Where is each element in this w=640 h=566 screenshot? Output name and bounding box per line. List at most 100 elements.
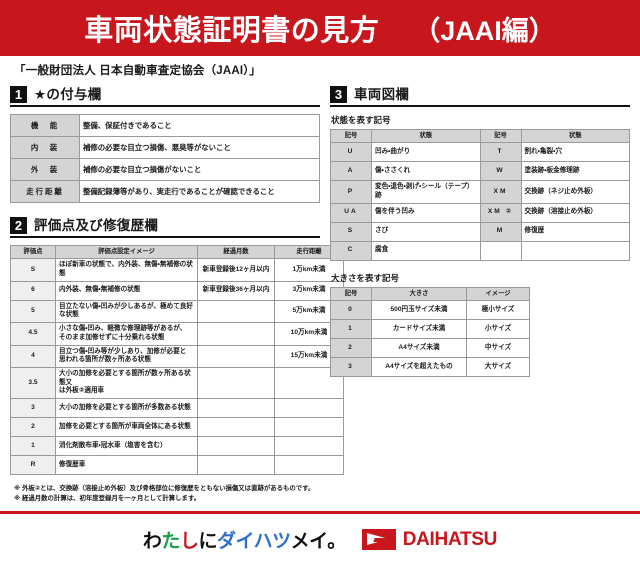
section-2-number: 2 — [10, 217, 27, 234]
rating-image: 大小の加修を必要とする箇所が多数ある状態 — [55, 398, 198, 419]
size-image: 中サイズ — [466, 338, 530, 358]
symbol-right: XM ② — [479, 202, 522, 223]
rating-image: 目立つ傷・凹み等が少しあり、加修が必要と 思われる箇所が数ヶ所ある状態 — [55, 344, 198, 368]
left-column: 1 ★の付与欄 機 能 整備、保証付きであること 内 装 補修の必要な目立つ損傷… — [10, 82, 344, 476]
rating-distance: 10万km未満 — [274, 322, 344, 346]
daihatsu-logo: DAIHATSU — [361, 528, 498, 551]
symbol-right — [479, 240, 522, 261]
brand-name: DAIHATSU — [402, 528, 498, 550]
rating-col-image: 評価点設定イメージ — [55, 244, 198, 260]
rating-image: 小さな傷・凹み、軽微な修理跡等があるが、 そのまま加修せずに十分乗れる状態 — [55, 322, 198, 346]
symbol-right: T — [479, 142, 522, 163]
rating-months: 新車登録後36ヶ月以内 — [197, 280, 275, 301]
brand-slogan: わたしにダイハツメイ。 — [143, 526, 346, 553]
symbol-left: U — [330, 142, 372, 163]
rating-image: 内外装、無傷・無補修の状態 — [55, 280, 198, 301]
page-title: 車両状態証明書の見方 — [84, 15, 380, 47]
rating-value: 3.5 — [10, 366, 56, 400]
star-row-value: 補修の必要な目立つ損傷がないこと — [79, 158, 320, 181]
slogan-part: に — [198, 531, 217, 553]
table-row: 内 装 補修の必要な目立つ損傷、悪臭等がないこと — [10, 136, 320, 159]
state-right: 修復歴 — [520, 221, 630, 242]
state-col-left: 状態 — [371, 128, 481, 144]
state-col-right: 状態 — [520, 128, 630, 144]
star-row-key: 内 装 — [10, 136, 80, 159]
section-1-heading: 1 ★の付与欄 — [10, 86, 320, 107]
table-row: 1 カードサイズ未満 小サイズ — [330, 319, 530, 339]
rating-value: R — [10, 455, 56, 476]
section-2-heading: 2 評価点及び修復歴欄 — [10, 217, 320, 238]
table-row: 4.5 小さな傷・凹み、軽微な修理跡等があるが、 そのまま加修せずに十分乗れる状… — [10, 322, 344, 346]
association-label: 「一般財団法人 日本自動車査定協会（JAAI）」 — [14, 65, 261, 77]
size-symbol: 0 — [330, 300, 372, 320]
size-image: 極小サイズ — [466, 300, 530, 320]
table-row: 3.5 大小の加修を必要とする箇所が数ヶ所ある状態又 は外板②適用車 — [10, 366, 344, 400]
rating-table: 評価点 評価点設定イメージ 経過月数 走行距離 S ほぼ新車の状態で、内外装、無… — [10, 244, 344, 476]
rating-value: 4.5 — [10, 322, 56, 346]
footnotes: ※ 外板②とは、交換跡（溶接止め外板）及び骨格部位に修復歴をともない損傷又は直跡… — [0, 475, 640, 505]
symbol-left: S — [330, 221, 372, 242]
table-row: 3 大小の加修を必要とする箇所が多数ある状態 — [10, 398, 344, 419]
section-3-title: 車両図欄 — [354, 87, 410, 103]
rating-image: 修復歴車 — [55, 455, 198, 476]
rating-value: 3 — [10, 398, 56, 419]
condition-symbols-subheading: 状態を表す記号 — [331, 115, 391, 125]
size-symbols-subheading: 大きさを表す記号 — [331, 272, 400, 283]
rating-distance — [274, 455, 344, 476]
state-left: 変色・退色・剥げ・シール（テープ）跡 — [371, 180, 481, 204]
table-row: 6 内外装、無傷・無補修の状態 新車登録後36ヶ月以内 3万km未満 — [10, 280, 344, 301]
size-image: 小サイズ — [466, 319, 530, 339]
size-symbol: 2 — [330, 338, 372, 358]
symbol-right: M — [479, 221, 522, 242]
rating-table-body: S ほぼ新車の状態で、内外装、無傷・無補修の状態 新車登録後12ヶ月以内 1万k… — [10, 258, 344, 476]
symbol-left: C — [330, 240, 372, 261]
table-row: 走行距離 整備記録簿等があり、実走行であることが確認できること — [10, 180, 320, 203]
state-left: 腐食 — [371, 240, 481, 261]
rating-col-rate: 評価点 — [10, 244, 56, 260]
rating-image: 目立たない傷・凹みが少しあるが、極めて良好な状態 — [55, 299, 198, 324]
size-symbols-head: 記号 大きさ イメージ — [330, 286, 530, 302]
size-symbols-table: 記号 大きさ イメージ 0 500円玉サイズ未満 極小サイズ 1 カードサイズ未… — [330, 286, 530, 377]
rating-distance: 5万km未満 — [274, 299, 344, 324]
table-row: UA 傷を伴う凹み XM ② 交換跡（溶接止め外板） — [330, 202, 630, 223]
slogan-part: ダイハツ — [216, 531, 291, 553]
footnote-line: ※ 経過月数の計算は、初年度登録月を一ヶ月として計算します。 — [14, 495, 201, 503]
state-right: 塗装跡・板金修理跡 — [520, 161, 630, 182]
star-row-value: 整備記録簿等があり、実走行であることが確認できること — [79, 180, 320, 203]
rating-months — [197, 322, 275, 346]
content-columns: 1 ★の付与欄 機 能 整備、保証付きであること 内 装 補修の必要な目立つ損傷… — [0, 82, 640, 476]
right-column: 3 車両図欄 状態を表す記号 記号 状態 記号 状態 U 凹み・曲がり T 割れ… — [330, 82, 630, 475]
condition-symbols-table: 記号 状態 記号 状態 U 凹み・曲がり T 割れ・亀裂・穴 A 傷・ささくれ … — [330, 128, 630, 261]
table-row: 0 500円玉サイズ未満 極小サイズ — [330, 300, 530, 320]
size-size: A4サイズを超えたもの — [371, 357, 467, 377]
rating-value: 2 — [10, 417, 56, 438]
symbol-left: P — [330, 180, 372, 204]
section-1-title: ★の付与欄 — [34, 87, 102, 103]
size-symbols-body: 0 500円玉サイズ未満 極小サイズ 1 カードサイズ未満 小サイズ 2 A4サ… — [330, 300, 530, 377]
rating-table-head: 評価点 評価点設定イメージ 経過月数 走行距離 — [10, 244, 344, 260]
star-row-key: 外 装 — [10, 158, 80, 181]
table-row: 外 装 補修の必要な目立つ損傷がないこと — [10, 158, 320, 181]
size-col-size: 大きさ — [371, 286, 467, 302]
sym-col-right: 記号 — [479, 128, 522, 144]
rating-months — [197, 344, 275, 368]
section-3-number: 3 — [330, 86, 347, 103]
rating-months — [197, 436, 275, 457]
table-row: 2 加修を必要とする箇所が車両全体にある状態 — [10, 417, 344, 438]
symbol-right: XM — [479, 180, 522, 204]
slogan-part: メイ。 — [290, 531, 347, 553]
size-col-image: イメージ — [466, 286, 530, 302]
slogan-part: た — [161, 531, 180, 553]
symbol-left: A — [330, 161, 372, 182]
state-right: 割れ・亀裂・穴 — [520, 142, 630, 163]
star-row-value: 補修の必要な目立つ損傷、悪臭等がないこと — [79, 136, 320, 159]
rating-image: ほぼ新車の状態で、内外装、無傷・無補修の状態 — [55, 258, 198, 282]
sym-col-left: 記号 — [330, 128, 372, 144]
size-size: A4サイズ未満 — [371, 338, 467, 358]
rating-months — [197, 398, 275, 419]
star-grant-table: 機 能 整備、保証付きであること 内 装 補修の必要な目立つ損傷、悪臭等がないこ… — [10, 114, 320, 203]
table-header-row: 評価点 評価点設定イメージ 経過月数 走行距離 — [10, 244, 344, 260]
condition-symbols-head: 記号 状態 記号 状態 — [330, 128, 630, 144]
table-row: C 腐食 — [330, 240, 630, 261]
state-right — [520, 240, 630, 261]
